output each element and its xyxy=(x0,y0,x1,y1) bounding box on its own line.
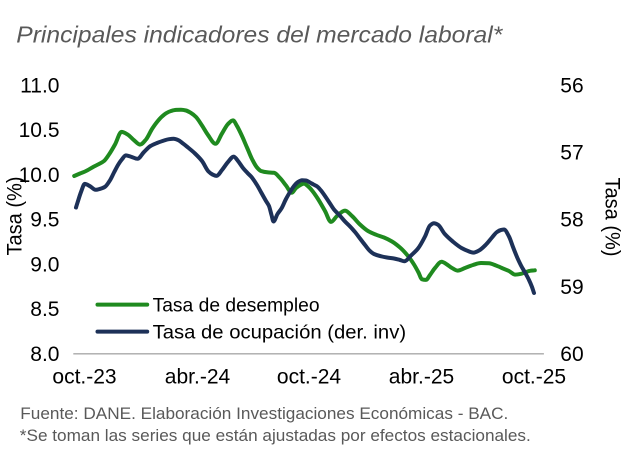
svg-text:9.5: 9.5 xyxy=(30,209,59,232)
svg-text:Tasa (%): Tasa (%) xyxy=(4,177,27,256)
svg-text:Tasa de ocupación (der. inv): Tasa de ocupación (der. inv) xyxy=(153,322,406,344)
svg-text:60: 60 xyxy=(560,343,583,366)
svg-text:8.5: 8.5 xyxy=(30,298,59,321)
svg-text:oct.-23: oct.-23 xyxy=(52,365,116,388)
svg-text:Tasa de desempleo: Tasa de desempleo xyxy=(153,295,320,317)
svg-text:57: 57 xyxy=(560,142,583,165)
svg-text:*Se toman las series que están: *Se toman las series que están ajustadas… xyxy=(20,426,531,445)
svg-text:59: 59 xyxy=(560,276,583,299)
svg-text:10.5: 10.5 xyxy=(19,119,60,142)
svg-text:56: 56 xyxy=(560,74,583,97)
svg-text:abr.-25: abr.-25 xyxy=(389,365,454,388)
svg-text:9.0: 9.0 xyxy=(30,253,59,276)
svg-text:8.0: 8.0 xyxy=(30,343,59,366)
svg-text:10.0: 10.0 xyxy=(19,164,60,187)
svg-text:Tasa (%): Tasa (%) xyxy=(601,178,624,257)
svg-text:Fuente: DANE. Elaboración Inve: Fuente: DANE. Elaboración Investigacione… xyxy=(20,404,508,423)
svg-text:abr.-24: abr.-24 xyxy=(165,365,231,388)
svg-text:58: 58 xyxy=(560,209,583,232)
svg-text:Principales indicadores del me: Principales indicadores del mercado labo… xyxy=(16,21,503,47)
svg-text:oct.-24: oct.-24 xyxy=(277,365,342,388)
svg-text:11.0: 11.0 xyxy=(20,74,59,97)
svg-text:oct.-25: oct.-25 xyxy=(502,365,566,388)
